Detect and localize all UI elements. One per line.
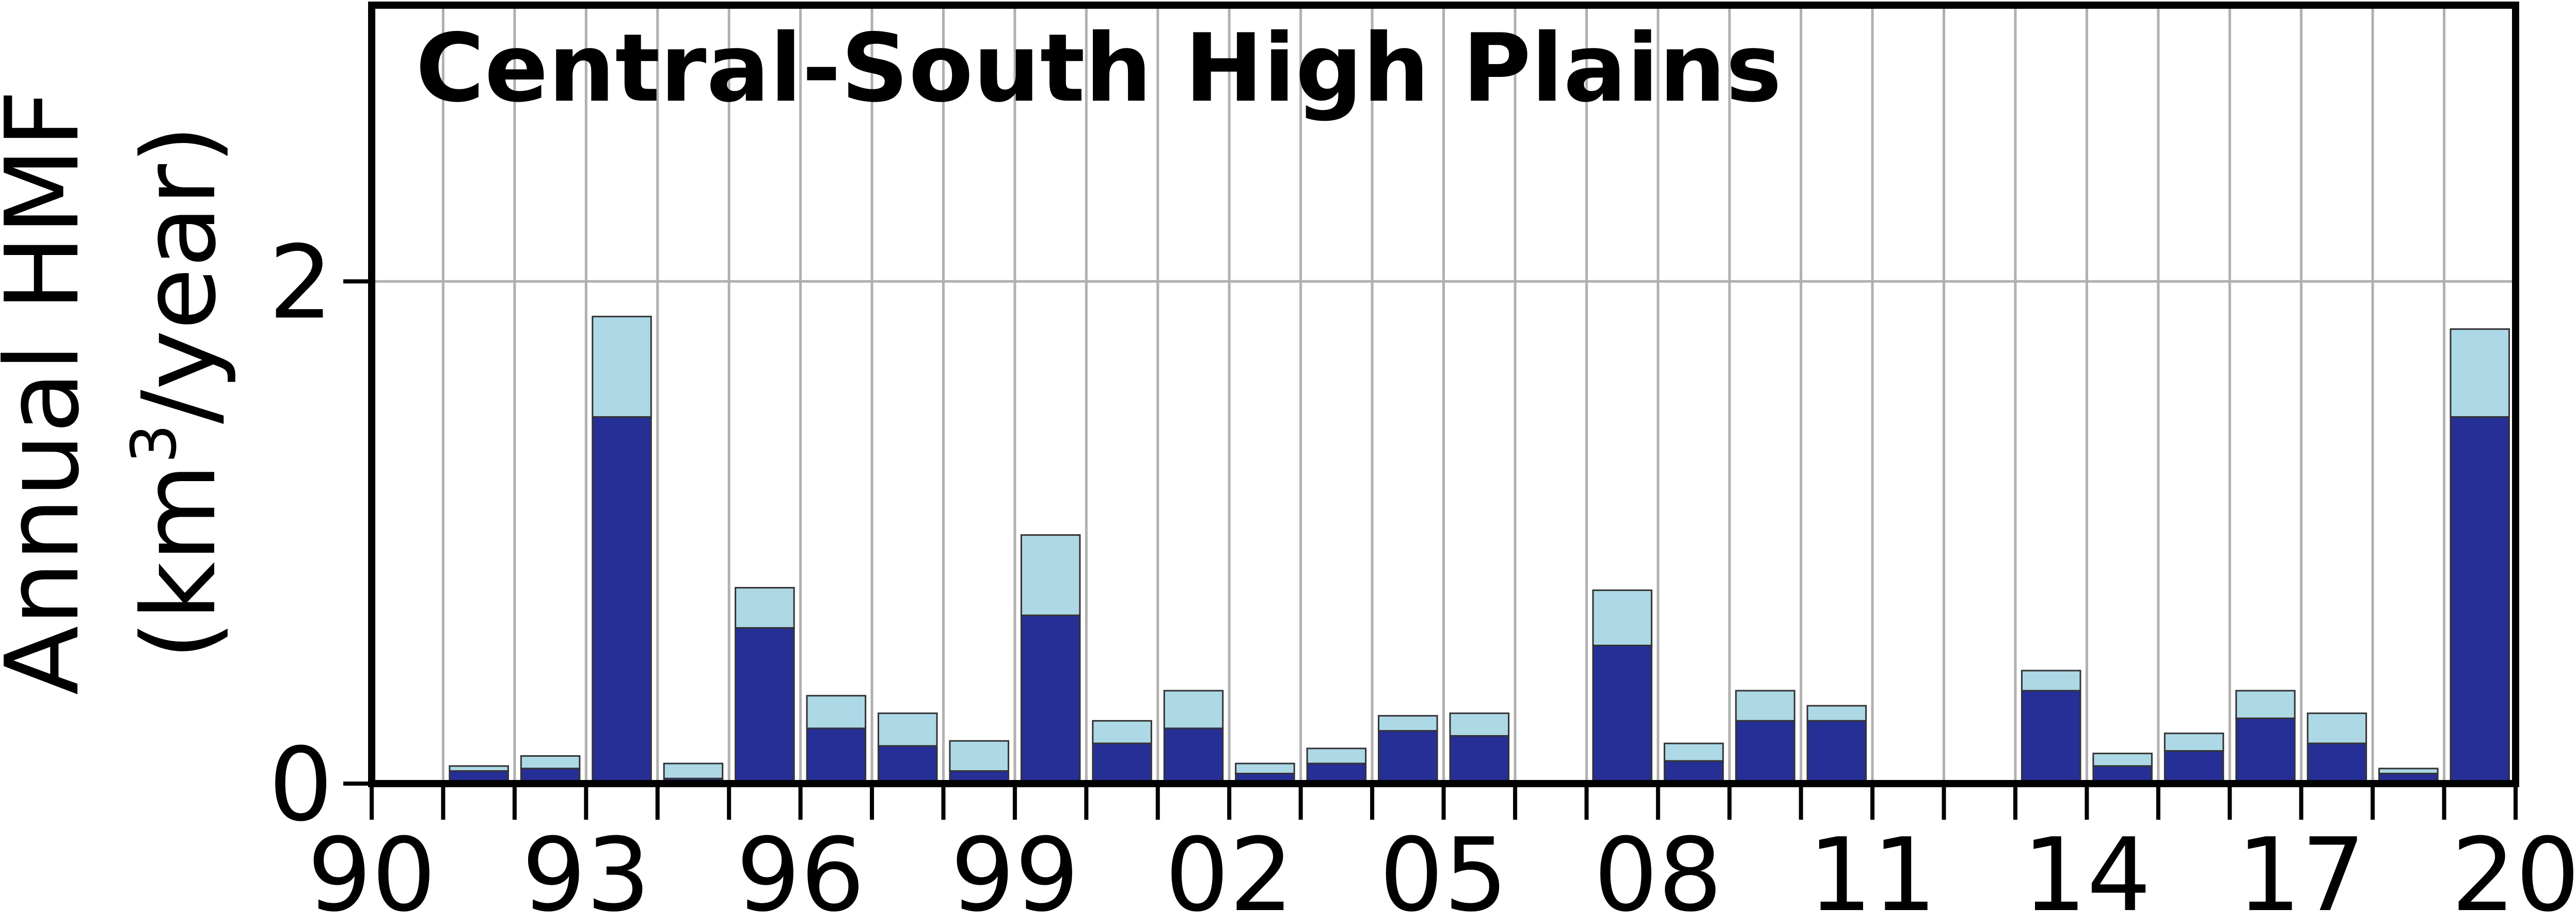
bar-upper-1997 <box>877 712 938 747</box>
x-tick-label: 08 <box>1594 817 1722 924</box>
y-axis-label-superscript: 3 <box>119 424 190 463</box>
bar-lower-2009 <box>1735 720 1795 785</box>
x-tick-label: 05 <box>1379 817 1508 924</box>
bar-lower-1999 <box>1020 614 1081 785</box>
bar-upper-1992 <box>520 755 581 770</box>
bar-upper-2003 <box>1306 747 1367 764</box>
bar-lower-2017 <box>2307 742 2367 785</box>
bar-lower-1997 <box>877 745 938 785</box>
x-tick-label: 96 <box>736 817 865 924</box>
bar-upper-2002 <box>1235 762 1295 775</box>
bar-upper-2019 <box>2450 328 2510 418</box>
bar-lower-2007 <box>1592 644 1652 785</box>
bar-lower-2015 <box>2164 750 2224 785</box>
bar-lower-2004 <box>1378 730 1438 785</box>
bar-upper-2007 <box>1592 589 1652 646</box>
bar-upper-2000 <box>1092 720 1152 744</box>
y-tick-label: 0 <box>268 726 333 844</box>
bar-upper-1993 <box>592 315 652 418</box>
y-axis-label-suffix: /year) <box>121 124 238 424</box>
chart-title: Central-South High Plains <box>416 13 1782 123</box>
bar-upper-2017 <box>2307 712 2367 744</box>
bar-lower-2013 <box>2021 690 2081 785</box>
bar-upper-2016 <box>2235 690 2296 720</box>
y-axis-label-line2: (km3/year) <box>119 124 238 660</box>
x-tick-label: 93 <box>522 817 650 924</box>
bar-upper-2014 <box>2092 753 2153 767</box>
x-tick-label: 17 <box>2237 817 2365 924</box>
y-axis-label-line1: Annual HMF <box>0 90 102 695</box>
bar-upper-2013 <box>2021 670 2081 692</box>
y-axis-label-prefix: (km <box>121 464 238 660</box>
bar-upper-2008 <box>1663 742 1724 762</box>
x-tick-label: 20 <box>2451 817 2576 924</box>
x-tick-label: 11 <box>1808 817 1936 924</box>
bar-lower-1996 <box>806 727 867 785</box>
x-tick-label: 90 <box>307 817 436 924</box>
bar-upper-2005 <box>1449 712 1509 737</box>
bar-lower-2010 <box>1806 720 1867 785</box>
bar-upper-2009 <box>1735 690 1795 722</box>
bar-upper-1995 <box>735 587 795 629</box>
bar-lower-2016 <box>2235 718 2296 785</box>
x-tick-label: 14 <box>2023 817 2151 924</box>
bar-upper-2015 <box>2164 732 2224 752</box>
bar-lower-2001 <box>1163 727 1224 785</box>
bars <box>449 315 2510 785</box>
bar-upper-2001 <box>1163 690 1224 729</box>
bar-upper-1994 <box>663 762 724 779</box>
x-tick-label: 02 <box>1165 817 1293 924</box>
bar-lower-2000 <box>1092 742 1152 785</box>
bar-upper-2010 <box>1806 705 1867 722</box>
grid-lines <box>372 5 2516 784</box>
bar-lower-2019 <box>2450 416 2510 785</box>
bar-lower-1993 <box>592 416 652 785</box>
bar-upper-2004 <box>1378 715 1438 732</box>
bar-lower-1995 <box>735 627 795 785</box>
bar-lower-2005 <box>1449 735 1509 785</box>
y-tick-label: 2 <box>268 224 333 342</box>
bar-upper-1999 <box>1020 534 1081 616</box>
x-tick-label: 99 <box>950 817 1079 924</box>
bar-upper-1998 <box>949 740 1009 772</box>
bar-upper-1996 <box>806 695 867 729</box>
